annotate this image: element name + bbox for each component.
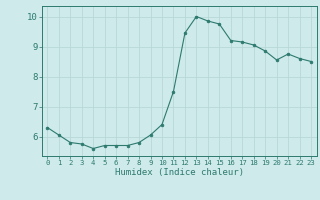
X-axis label: Humidex (Indice chaleur): Humidex (Indice chaleur) xyxy=(115,168,244,177)
